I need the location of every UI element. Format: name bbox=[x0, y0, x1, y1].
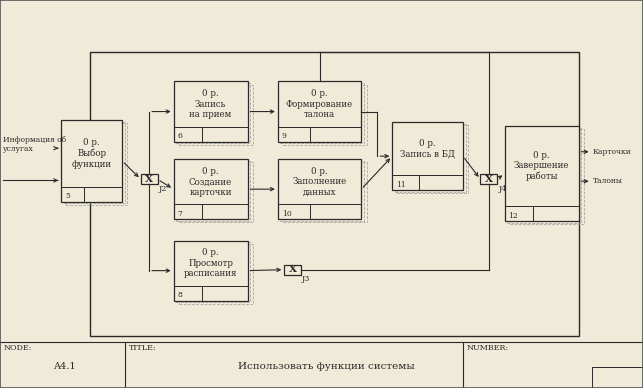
Text: 0 р.
Просмотр
расписания: 0 р. Просмотр расписания bbox=[184, 248, 237, 278]
Text: Карточки: Карточки bbox=[593, 148, 631, 156]
Bar bbox=[141, 174, 158, 184]
Bar bbox=[392, 122, 463, 190]
Text: J4: J4 bbox=[498, 185, 507, 193]
Text: A4.1: A4.1 bbox=[53, 362, 76, 371]
Bar bbox=[61, 120, 122, 202]
Bar bbox=[179, 162, 253, 222]
Bar bbox=[66, 123, 127, 205]
Bar bbox=[505, 126, 579, 221]
Text: J2: J2 bbox=[159, 185, 167, 193]
Text: 0 р.
Запись в БД: 0 р. Запись в БД bbox=[400, 139, 455, 158]
Bar bbox=[174, 81, 248, 142]
Bar bbox=[507, 128, 581, 223]
Text: X: X bbox=[145, 175, 153, 184]
Bar bbox=[176, 161, 250, 221]
Bar bbox=[280, 83, 364, 143]
Bar bbox=[280, 161, 364, 221]
Bar bbox=[284, 265, 301, 275]
Bar bbox=[395, 124, 466, 192]
Text: NUMBER:: NUMBER: bbox=[466, 344, 509, 352]
Bar bbox=[179, 244, 253, 304]
Text: 7: 7 bbox=[177, 210, 183, 218]
Text: 11: 11 bbox=[396, 180, 406, 189]
Text: X: X bbox=[289, 265, 296, 274]
Bar bbox=[283, 162, 367, 222]
Bar bbox=[174, 159, 248, 219]
Text: 0 р.
Запись
на прием: 0 р. Запись на прием bbox=[190, 89, 231, 119]
Text: 12: 12 bbox=[509, 211, 518, 220]
Bar bbox=[278, 159, 361, 219]
Bar bbox=[90, 52, 579, 336]
Text: 6: 6 bbox=[177, 132, 183, 140]
Bar bbox=[283, 85, 367, 145]
Bar bbox=[176, 83, 250, 143]
Text: 0 р.
Формирование
талона: 0 р. Формирование талона bbox=[286, 89, 353, 119]
Text: 0 р.
Выбор
функции: 0 р. Выбор функции bbox=[71, 139, 112, 169]
Text: 10: 10 bbox=[282, 210, 291, 218]
Text: Информация об
услугах: Информация об услугах bbox=[3, 136, 66, 153]
Bar bbox=[176, 242, 250, 302]
Bar bbox=[480, 174, 497, 184]
Bar bbox=[174, 241, 248, 301]
Text: NODE:: NODE: bbox=[3, 344, 32, 352]
Text: J3: J3 bbox=[302, 275, 311, 283]
Bar bbox=[592, 367, 643, 388]
Text: 0 р.
Создание
карточки: 0 р. Создание карточки bbox=[189, 167, 232, 197]
Text: Использовать функции системы: Использовать функции системы bbox=[238, 362, 415, 371]
Bar bbox=[510, 129, 584, 224]
Text: TITLE:: TITLE: bbox=[129, 344, 156, 352]
Bar bbox=[64, 122, 125, 203]
Text: 8: 8 bbox=[177, 291, 183, 299]
Bar bbox=[179, 85, 253, 145]
Text: Талоны: Талоны bbox=[593, 177, 622, 185]
Text: 9: 9 bbox=[282, 132, 287, 140]
Bar bbox=[397, 125, 468, 193]
Text: 5: 5 bbox=[65, 192, 70, 200]
Text: 0 р.
Завершение
работы: 0 р. Завершение работы bbox=[514, 151, 570, 182]
Text: 0 р.
Заполнение
данных: 0 р. Заполнение данных bbox=[293, 167, 347, 197]
Bar bbox=[278, 81, 361, 142]
Text: X: X bbox=[485, 175, 493, 184]
